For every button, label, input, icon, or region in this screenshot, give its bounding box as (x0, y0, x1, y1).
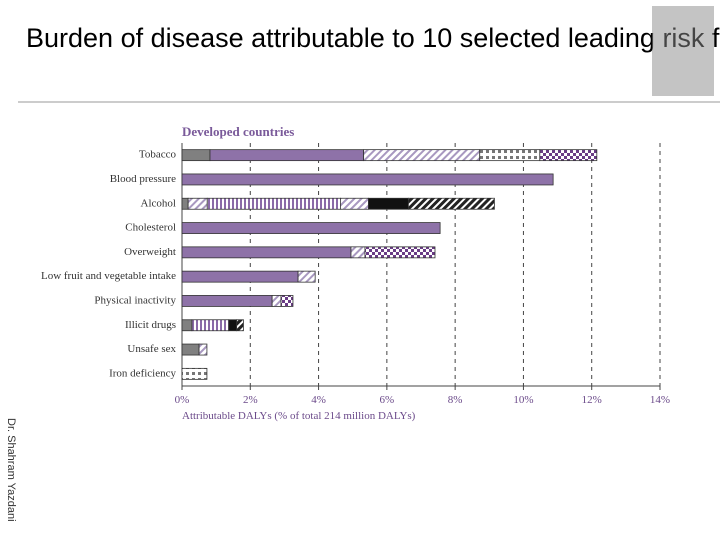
bar-segment (228, 319, 238, 332)
decorative-photo (652, 6, 714, 96)
category-label: Physical inactivity (94, 294, 176, 306)
bar-segment (181, 367, 208, 380)
bar-segment (181, 270, 299, 283)
plot: 0% 2% 4% 6% 8% 10% 12% 14% Tobacco Blood pressure… (41, 143, 670, 406)
category-label: Unsafe sex (127, 343, 176, 355)
bar-segment (206, 197, 341, 210)
category-label: Illicit drugs (125, 319, 176, 331)
x-axis-label: Attributable DALYs (% of total 214 milli… (182, 410, 416, 422)
x-tick-label: 14% (650, 394, 670, 406)
bar-segment (181, 295, 273, 307)
bar-segment (271, 295, 282, 307)
bar-segment (297, 270, 316, 283)
bar-segment (181, 319, 193, 332)
category-label: Alcohol (141, 197, 176, 209)
bar-segment (181, 246, 352, 259)
bar-segment (539, 149, 598, 162)
category-label: Iron deficiency (109, 367, 176, 379)
bar-segment (198, 343, 208, 356)
category-label: Blood pressure (110, 173, 176, 185)
bar-segment (364, 246, 436, 259)
bar-segment (209, 149, 365, 162)
category-label: Tobacco (139, 149, 177, 161)
bar-segment (181, 222, 441, 234)
x-tick-label: 0% (175, 394, 190, 406)
x-tick-label: 4% (311, 394, 326, 406)
x-tick-label: 8% (448, 394, 463, 406)
bar-segment (280, 295, 294, 307)
x-tick-label: 2% (243, 394, 258, 406)
bar-segment (363, 149, 481, 162)
bar-segment (479, 149, 541, 162)
bar-segment (236, 319, 244, 332)
category-label: Low fruit and vegetable intake (41, 270, 176, 282)
x-tick-label: 6% (380, 394, 395, 406)
category-label: Overweight (124, 246, 176, 258)
bar-segment (181, 149, 211, 162)
bar-segment (181, 343, 200, 356)
bar-segment (368, 197, 409, 210)
bar-segment (181, 197, 189, 210)
bar-segment (350, 246, 366, 259)
bar-segment (340, 197, 369, 210)
side-note: Dr. Shahram Yazdani (5, 418, 17, 522)
bar-segment (191, 319, 230, 332)
bar-segment (181, 173, 554, 186)
slide-title: Burden of disease attributable to 10 sel… (26, 23, 720, 53)
chart-subtitle: Developed countries (182, 124, 294, 139)
bar-segment (407, 197, 495, 210)
x-tick-label: 10% (513, 394, 533, 406)
bar-segment (187, 197, 208, 210)
category-label: Cholesterol (125, 222, 176, 234)
x-tick-label: 12% (582, 394, 602, 406)
